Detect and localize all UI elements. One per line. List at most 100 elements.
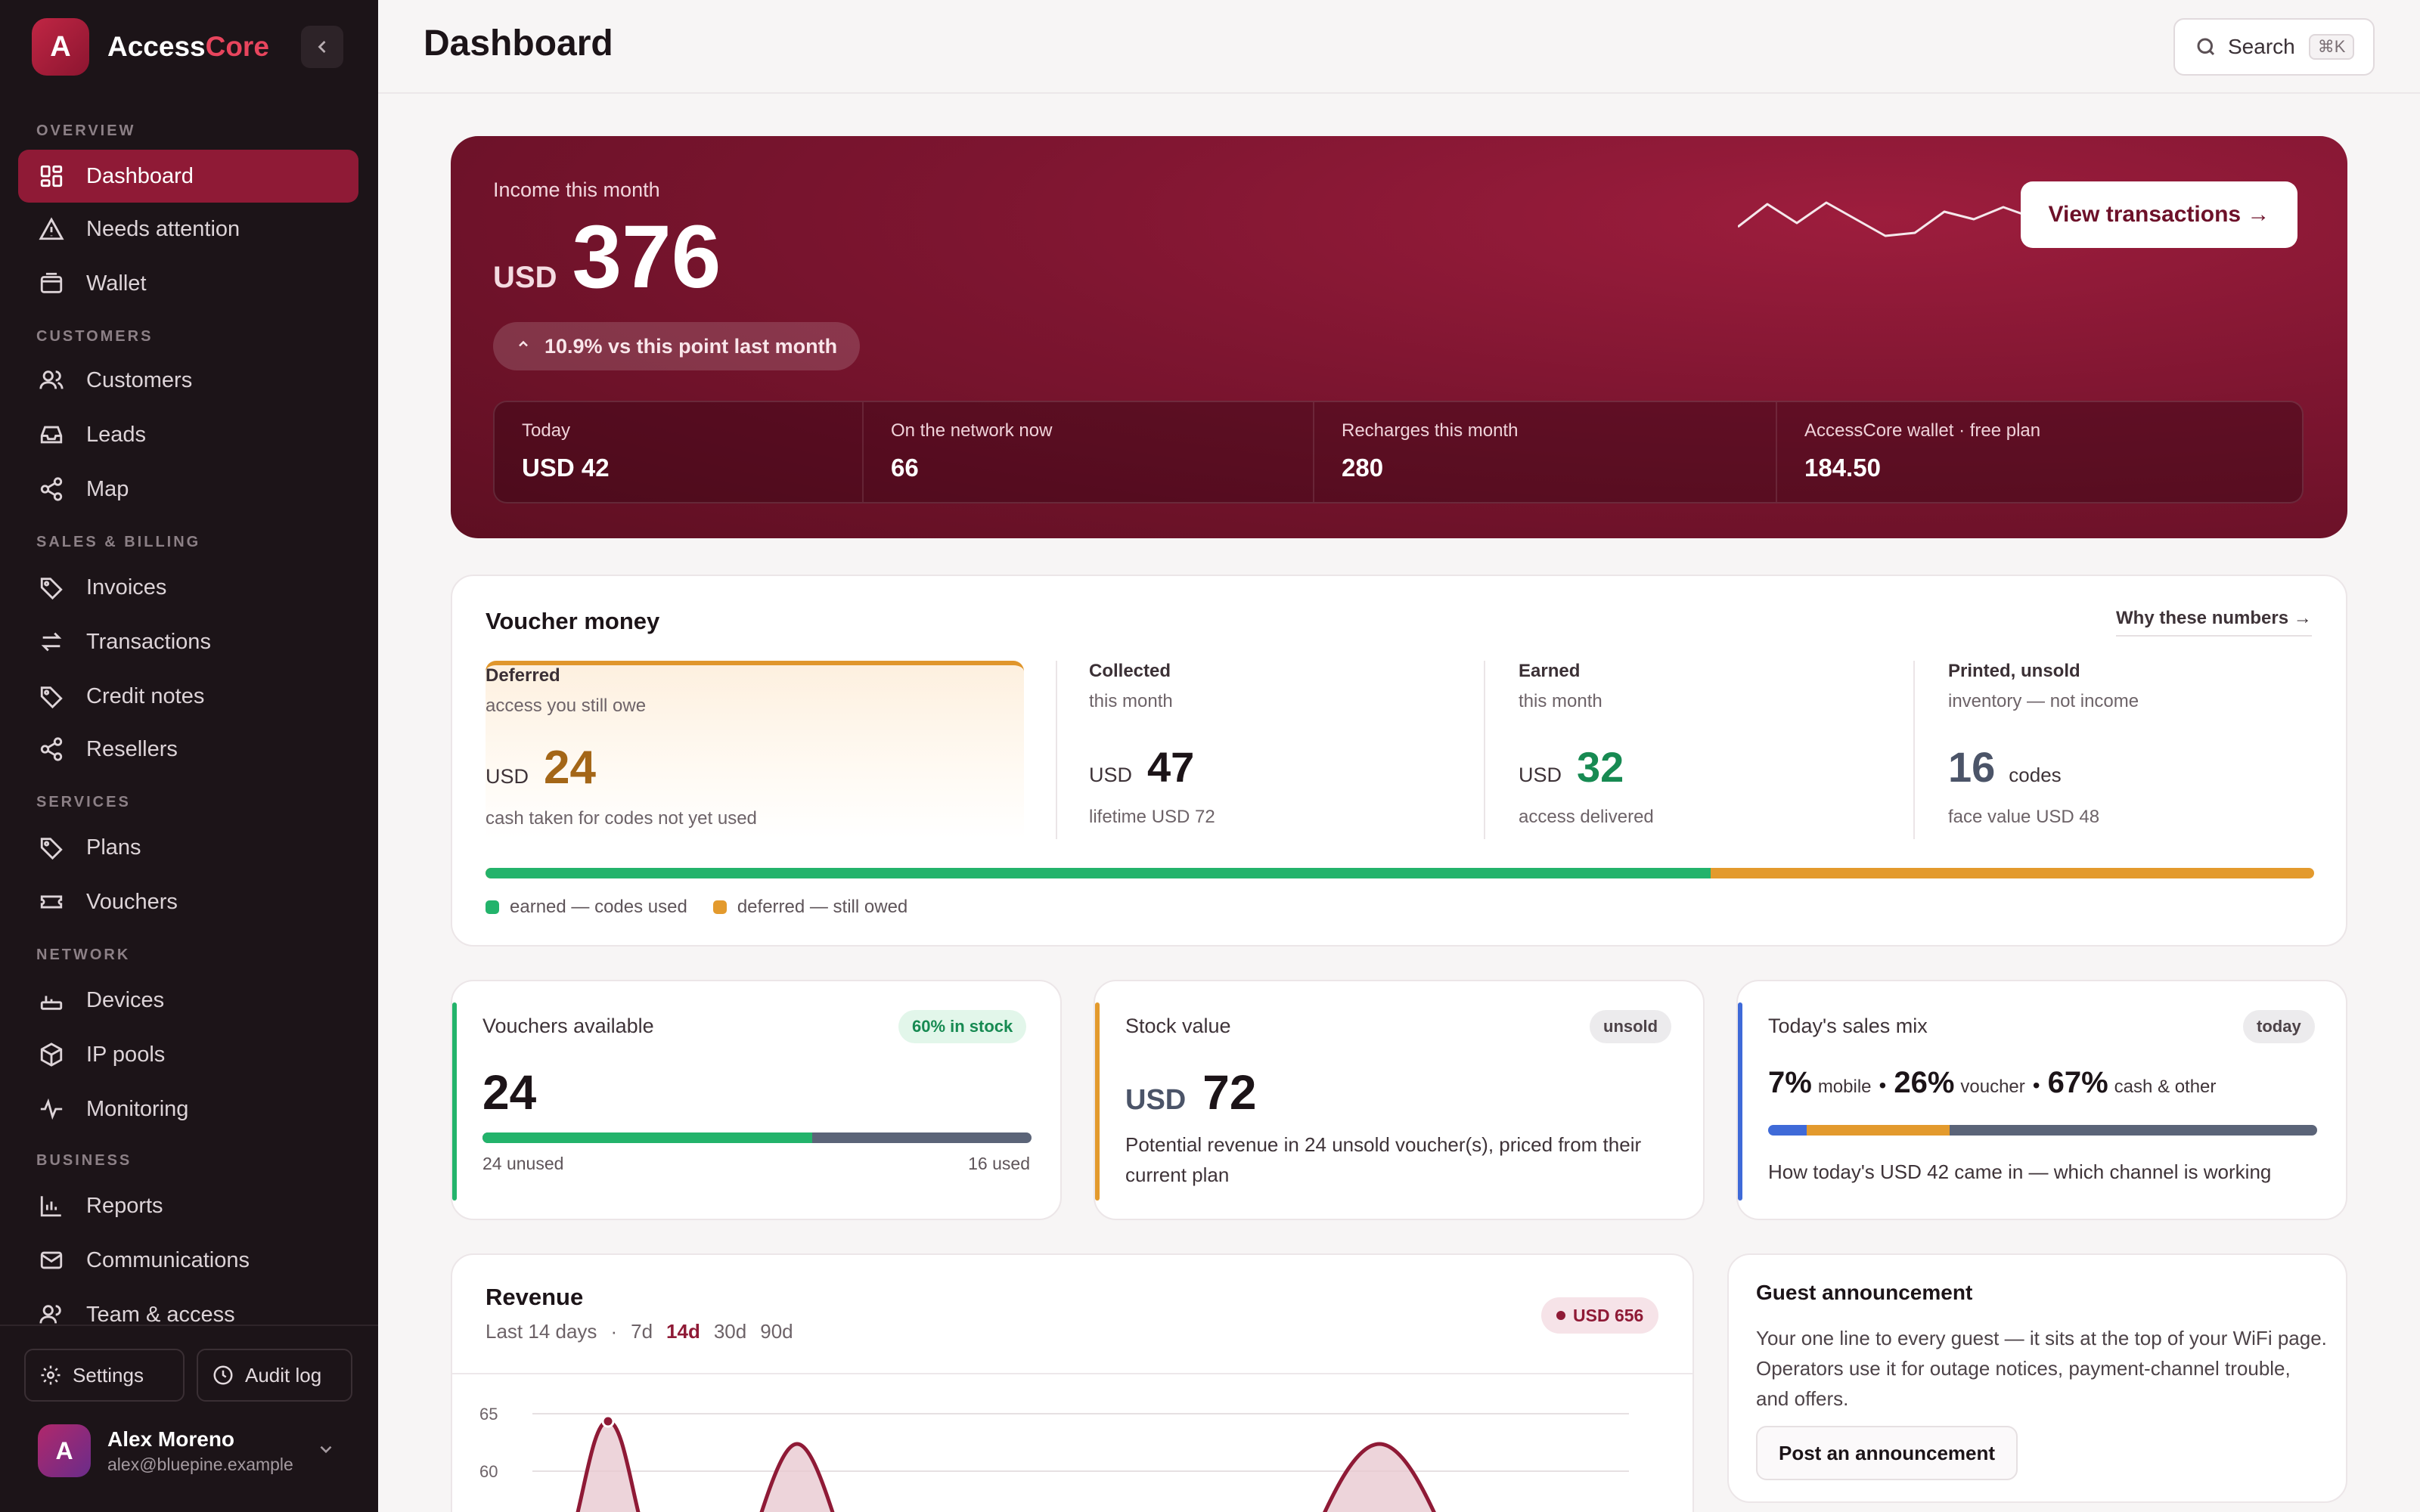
collected-title: Collected: [1089, 661, 1171, 681]
dot-icon: [1556, 1311, 1565, 1320]
collected-amount: USD 47: [1089, 742, 1467, 792]
stock-bar: [482, 1132, 1032, 1143]
earned-amount: USD 32: [1519, 742, 1897, 792]
sidebar-item-label: IP pools: [86, 1042, 166, 1067]
sidebar: A AccessCore OVERVIEW Dashboard Needs at…: [0, 0, 378, 1512]
stock-value: 72: [1202, 1065, 1257, 1120]
audit-log-button[interactable]: Audit log: [197, 1349, 352, 1402]
printed-unit: codes: [2009, 764, 2062, 786]
tab-90d[interactable]: 90d: [760, 1320, 793, 1343]
today-badge: today: [2243, 1010, 2315, 1043]
card-title: Stock value: [1125, 1015, 1231, 1037]
mix-segment-voucher: [1806, 1125, 1950, 1136]
collected-panel: Collected this month USD 47 lifetime USD…: [1089, 661, 1467, 839]
revenue-area: [762, 1444, 833, 1512]
deferred-title: Deferred: [486, 665, 560, 686]
nav-section-network: NETWORK: [36, 947, 131, 963]
brand-logo: A: [32, 18, 89, 76]
revenue-total: USD 656: [1573, 1305, 1644, 1325]
deferred-panel: Deferred access you still owe USD 24 cas…: [486, 661, 1024, 839]
search-icon: [2197, 38, 2215, 56]
stat-label: AccessCore wallet · free plan: [1804, 420, 2041, 441]
sidebar-item-monitoring[interactable]: Monitoring: [18, 1083, 358, 1136]
mix-separator: •: [1879, 1074, 1887, 1097]
sidebar-item-team[interactable]: Team & access: [18, 1288, 358, 1341]
search-shortcut: ⌘K: [2308, 34, 2355, 60]
stock-value-card: Stock value unsold USD 72 Potential reve…: [1094, 980, 1705, 1220]
tab-7d[interactable]: 7d: [631, 1320, 653, 1343]
chevron-down-icon[interactable]: [316, 1439, 336, 1464]
card-title: Guest announcement: [1756, 1281, 1973, 1304]
sidebar-item-label: Transactions: [86, 629, 211, 654]
card-title: Today's sales mix: [1768, 1015, 1928, 1037]
sidebar-item-invoices[interactable]: Invoices: [18, 561, 358, 614]
divider: [1056, 661, 1057, 839]
share-nodes-icon: [38, 736, 65, 763]
stock-badge: 60% in stock: [898, 1010, 1027, 1043]
topbar: Dashboard Search ⌘K: [378, 0, 2420, 94]
warning-icon: [38, 215, 65, 243]
audit-log-label: Audit log: [245, 1363, 322, 1387]
post-announcement-button[interactable]: Post an announcement: [1756, 1426, 2018, 1480]
sidebar-item-label: Vouchers: [86, 889, 178, 914]
sidebar-item-reports[interactable]: Reports: [18, 1179, 358, 1232]
sidebar-item-credit-notes[interactable]: Credit notes: [18, 670, 358, 723]
mix-voucher-pct: 26%: [1894, 1066, 1955, 1099]
sidebar-footer: Settings Audit log A Alex Moreno alex@bl…: [0, 1325, 378, 1512]
user-menu[interactable]: A Alex Moreno alex@bluepine.example: [38, 1424, 293, 1477]
announcement-description: Your one line to every guest — it sits a…: [1756, 1327, 2327, 1410]
brand[interactable]: A AccessCore: [32, 17, 269, 77]
sidebar-item-devices[interactable]: Devices: [18, 974, 358, 1027]
collapse-sidebar-button[interactable]: [301, 26, 343, 68]
sidebar-item-vouchers[interactable]: Vouchers: [18, 875, 358, 928]
sidebar-item-wallet[interactable]: Wallet: [18, 257, 358, 310]
sidebar-item-label: Wallet: [86, 271, 147, 296]
sales-mix-description: How today's USD 42 came in — which chann…: [1768, 1160, 2272, 1183]
sidebar-item-communications[interactable]: Communications: [18, 1234, 358, 1287]
sidebar-item-map[interactable]: Map: [18, 463, 358, 516]
sidebar-item-plans[interactable]: Plans: [18, 821, 358, 874]
unsold-badge: unsold: [1590, 1010, 1672, 1043]
sales-mix-card: Today's sales mix today 7% mobile • 26% …: [1736, 980, 2347, 1220]
router-icon: [38, 987, 65, 1014]
sidebar-item-dashboard[interactable]: Dashboard: [18, 150, 358, 203]
sidebar-item-label: Team & access: [86, 1302, 235, 1327]
income-value: 376: [572, 207, 721, 307]
avatar: A: [38, 1424, 91, 1477]
legend-deferred: deferred — still owed: [737, 897, 908, 917]
grid-icon: [38, 163, 65, 190]
printed-title: Printed, unsold: [1948, 661, 2080, 681]
why-these-numbers-link[interactable]: Why these numbers →: [2116, 608, 2312, 637]
stat-value: 280: [1342, 454, 1384, 482]
sidebar-item-resellers[interactable]: Resellers: [18, 723, 358, 776]
deferred-amount: USD 24: [486, 741, 1024, 795]
card-title: Voucher money: [486, 608, 660, 634]
nav-section-overview: OVERVIEW: [36, 122, 136, 139]
y-tick-label: 60: [479, 1462, 498, 1481]
income-change-badge: 10.9% vs this point last month: [493, 322, 861, 370]
stock-description: Potential revenue in 24 unsold voucher(s…: [1125, 1133, 1642, 1186]
sidebar-item-label: Devices: [86, 987, 165, 1012]
collected-sub: this month: [1089, 691, 1173, 711]
users-icon: [38, 367, 65, 394]
sidebar-item-transactions[interactable]: Transactions: [18, 615, 358, 668]
sidebar-item-leads[interactable]: Leads: [18, 408, 358, 461]
settings-button[interactable]: Settings: [24, 1349, 185, 1402]
tag-icon: [38, 574, 65, 601]
legend-earned: earned — codes used: [510, 897, 687, 917]
tab-14d[interactable]: 14d: [666, 1320, 700, 1343]
tab-30d[interactable]: 30d: [713, 1320, 747, 1343]
search-button[interactable]: Search ⌘K: [2173, 18, 2375, 76]
revenue-point[interactable]: [601, 1414, 615, 1428]
clock-icon: [213, 1365, 233, 1385]
view-transactions-button[interactable]: View transactions →: [2021, 181, 2297, 248]
earned-title: Earned: [1519, 661, 1581, 681]
inbox-icon: [38, 421, 65, 448]
stat-label: Recharges this month: [1342, 420, 1519, 441]
vouchers-available-value: 24: [482, 1065, 537, 1120]
sidebar-item-ip-pools[interactable]: IP pools: [18, 1028, 358, 1081]
sidebar-item-needs-attention[interactable]: Needs attention: [18, 203, 358, 256]
earned-foot: access delivered: [1519, 807, 1654, 827]
sidebar-item-customers[interactable]: Customers: [18, 354, 358, 407]
range-separator: ·: [610, 1320, 618, 1343]
